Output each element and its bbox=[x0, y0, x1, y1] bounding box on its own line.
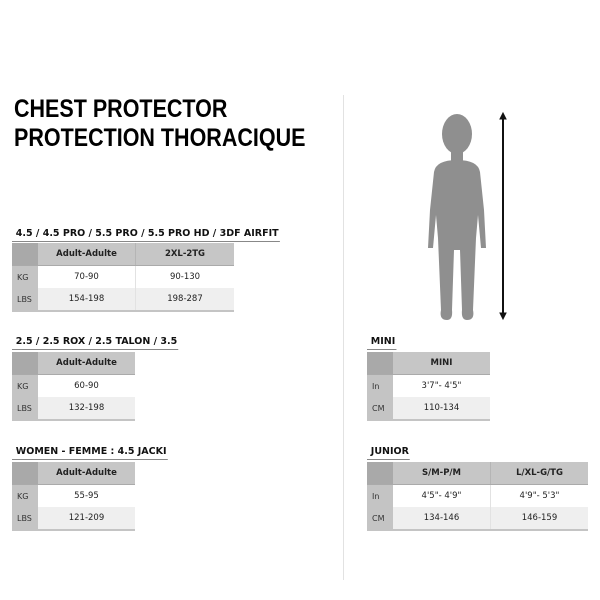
table-header-row: Adult-Adulte 2XL-2TG bbox=[12, 243, 234, 266]
table-heading: 2.5 / 2.5 ROX / 2.5 TALON / 3.5 bbox=[12, 336, 179, 350]
table-heading: 4.5 / 4.5 PRO / 5.5 PRO / 5.5 PRO HD / 3… bbox=[12, 228, 280, 242]
row-label: In bbox=[367, 484, 393, 507]
column-header: Adult-Adulte bbox=[38, 462, 135, 485]
column-divider bbox=[343, 95, 344, 580]
row-label: KG bbox=[12, 484, 38, 507]
table-cell: 4'5"- 4'9" bbox=[393, 484, 491, 507]
column-header: Adult-Adulte bbox=[38, 352, 135, 375]
size-table: Adult-Adulte 2XL-2TG KG 70-90 90-130 LBS 154-1… bbox=[12, 243, 234, 312]
table-cell: 198-287 bbox=[135, 288, 234, 312]
row-label: KG bbox=[12, 374, 38, 397]
table-cell: 55-95 bbox=[38, 484, 135, 507]
row-label: LBS bbox=[12, 397, 38, 421]
title-line-1: CHEST PROTECTOR bbox=[14, 95, 228, 123]
table-cell: 90-130 bbox=[135, 265, 234, 288]
table-row: CM 110-134 bbox=[367, 397, 490, 421]
table-heading: WOMEN - FEMME : 4.5 JACKI bbox=[12, 446, 168, 460]
table-row: KG 55-95 bbox=[12, 484, 135, 507]
table-header-row: MINI bbox=[367, 352, 490, 375]
table-cell: 110-134 bbox=[393, 397, 490, 421]
table-cell: 146-159 bbox=[490, 507, 588, 531]
table-row: In 4'5"- 4'9" 4'9"- 5'3" bbox=[367, 484, 588, 507]
header-corner-cell bbox=[12, 462, 38, 485]
table-row: CM 134-146 146-159 bbox=[367, 507, 588, 531]
row-label: KG bbox=[12, 265, 38, 288]
table-row: LBS 132-198 bbox=[12, 397, 135, 421]
table-cell: 4'9"- 5'3" bbox=[490, 484, 588, 507]
table-header-row: Adult-Adulte bbox=[12, 352, 135, 375]
height-arrow-icon bbox=[499, 111, 507, 321]
table-heading: JUNIOR bbox=[367, 446, 410, 460]
table-row: In 3'7"- 4'5" bbox=[367, 374, 490, 397]
table-header-row: S/M-P/M L/XL-G/TG bbox=[367, 462, 588, 485]
table-cell: 154-198 bbox=[38, 288, 136, 312]
table-heading: MINI bbox=[367, 336, 397, 350]
size-table: Adult-Adulte KG 55-95 LBS 121-209 bbox=[12, 462, 135, 531]
row-label: CM bbox=[367, 507, 393, 531]
size-table: MINI In 3'7"- 4'5" CM 110-134 bbox=[367, 352, 490, 421]
table-cell: 121-209 bbox=[38, 507, 135, 531]
header-corner-cell bbox=[12, 243, 38, 266]
size-table: Adult-Adulte KG 60-90 LBS 132-198 bbox=[12, 352, 135, 421]
column-header: Adult-Adulte bbox=[38, 243, 136, 266]
child-silhouette-icon bbox=[428, 114, 486, 320]
row-label: LBS bbox=[12, 288, 38, 312]
child-figure bbox=[420, 110, 520, 329]
table-cell: 60-90 bbox=[38, 374, 135, 397]
table-row: LBS 154-198 198-287 bbox=[12, 288, 234, 312]
table-header-row: Adult-Adulte bbox=[12, 462, 135, 485]
row-label: In bbox=[367, 374, 393, 397]
row-label: LBS bbox=[12, 507, 38, 531]
row-label: CM bbox=[367, 397, 393, 421]
table-cell: 134-146 bbox=[393, 507, 491, 531]
column-header: 2XL-2TG bbox=[135, 243, 234, 266]
header-corner-cell bbox=[367, 462, 393, 485]
table-row: LBS 121-209 bbox=[12, 507, 135, 531]
column-header: L/XL-G/TG bbox=[490, 462, 588, 485]
header-corner-cell bbox=[367, 352, 393, 375]
table-cell: 70-90 bbox=[38, 265, 136, 288]
table-row: KG 60-90 bbox=[12, 374, 135, 397]
header-corner-cell bbox=[12, 352, 38, 375]
table-row: KG 70-90 90-130 bbox=[12, 265, 234, 288]
column-header: MINI bbox=[393, 352, 490, 375]
table-cell: 3'7"- 4'5" bbox=[393, 374, 490, 397]
title-line-2: PROTECTION THORACIQUE bbox=[14, 124, 306, 152]
size-table: S/M-P/M L/XL-G/TG In 4'5"- 4'9" 4'9"- 5'3" CM… bbox=[367, 462, 588, 531]
table-cell: 132-198 bbox=[38, 397, 135, 421]
column-header: S/M-P/M bbox=[393, 462, 491, 485]
